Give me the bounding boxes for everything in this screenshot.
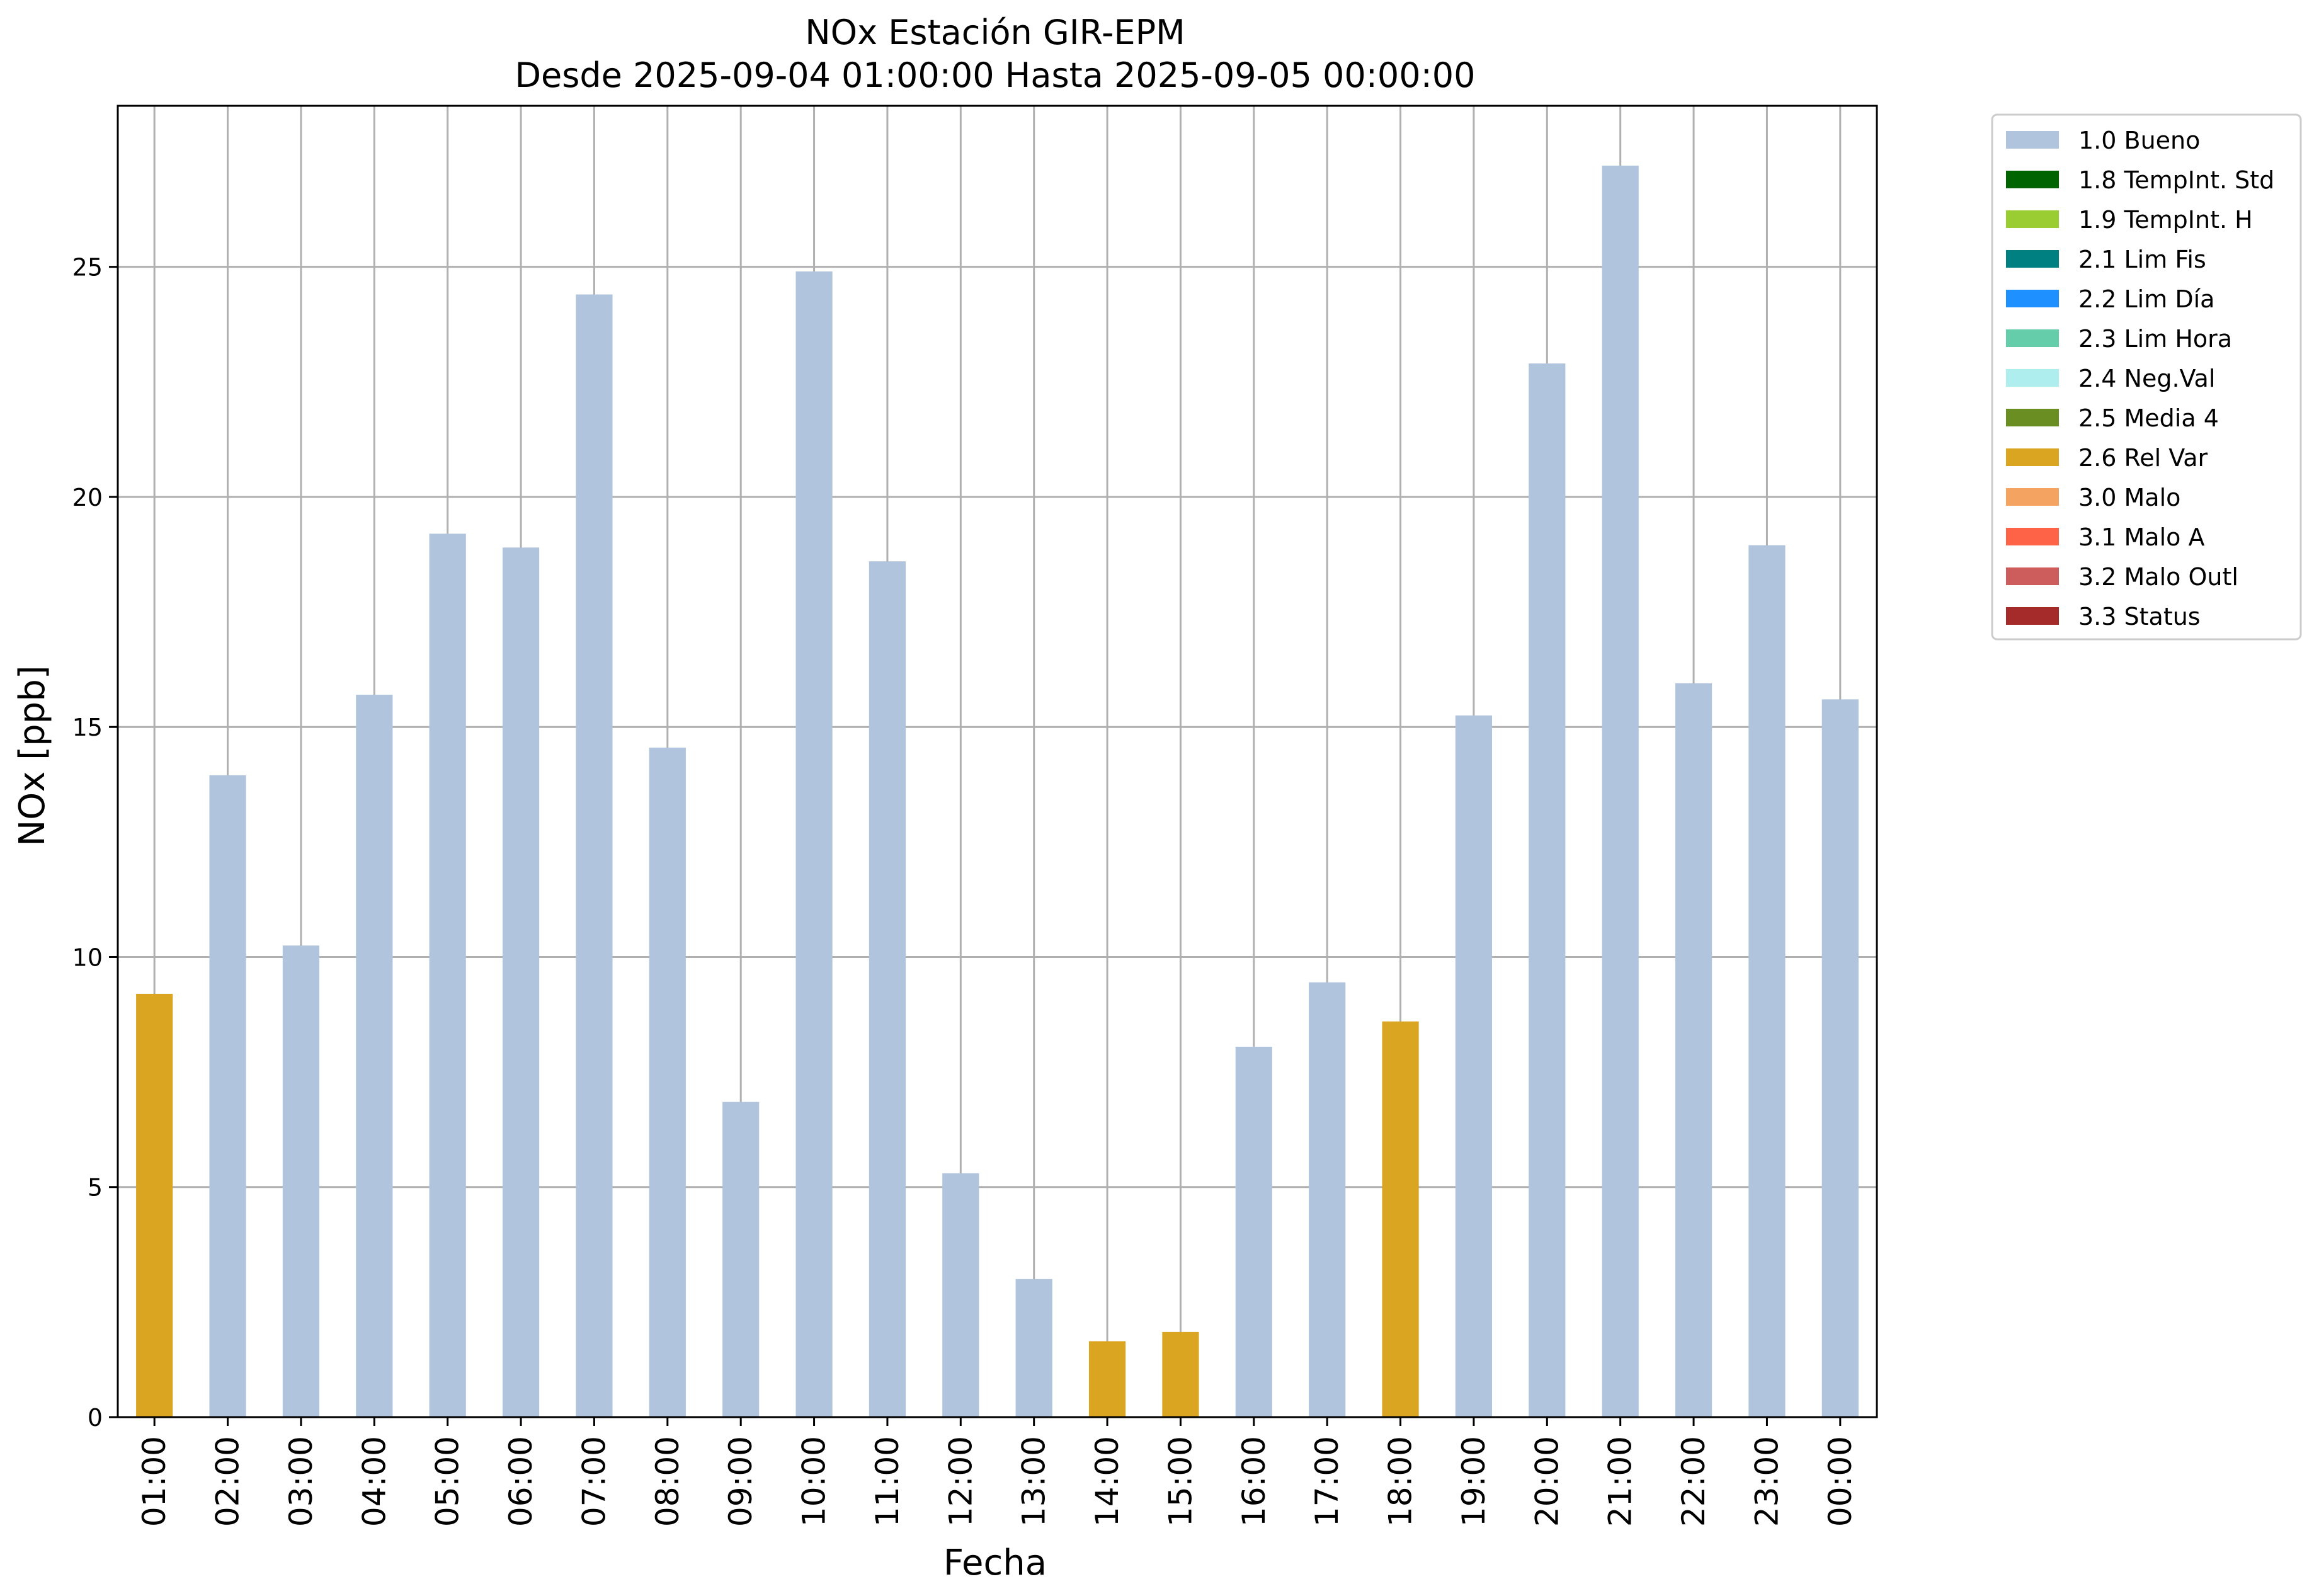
x-tick-label: 05:00 <box>430 1436 466 1527</box>
y-axis-label: NOx [ppb] <box>12 665 53 846</box>
x-tick-label: 22:00 <box>1675 1436 1712 1527</box>
bars <box>136 165 1859 1418</box>
x-tick-label: 13:00 <box>1016 1436 1052 1527</box>
legend-swatch <box>2006 567 2059 585</box>
bar-1800 <box>1382 1021 1419 1417</box>
x-tick-label: 23:00 <box>1748 1436 1785 1527</box>
bar-1600 <box>1235 1046 1272 1417</box>
x-tick-label: 17:00 <box>1309 1436 1345 1527</box>
bar-0800 <box>649 748 686 1417</box>
x-tick-label: 06:00 <box>503 1436 539 1527</box>
bar-0600 <box>502 547 540 1418</box>
legend-label: 2.3 Lim Hora <box>2078 325 2232 353</box>
x-tick-label: 12:00 <box>942 1436 979 1527</box>
y-tick-label: 10 <box>72 943 103 971</box>
bar-0000 <box>1821 699 1859 1417</box>
legend-label: 1.8 TempInt. Std <box>2078 166 2274 194</box>
legend-swatch <box>2006 528 2059 545</box>
x-tick-label: 16:00 <box>1236 1436 1272 1527</box>
x-tick-label: 18:00 <box>1382 1436 1419 1527</box>
legend-swatch <box>2006 131 2059 149</box>
x-tick-label: 01:00 <box>136 1436 173 1527</box>
x-tick-label: 00:00 <box>1822 1436 1859 1527</box>
y-tick-label: 25 <box>72 254 103 282</box>
bar-2200 <box>1675 683 1712 1417</box>
x-tick-label: 10:00 <box>796 1436 833 1527</box>
legend-label: 1.9 TempInt. H <box>2078 206 2253 234</box>
legend-swatch <box>2006 369 2059 387</box>
bar-1000 <box>795 271 833 1417</box>
bar-1200 <box>942 1173 979 1417</box>
y-tick-label: 20 <box>72 484 103 511</box>
y-tick-label: 0 <box>88 1404 103 1432</box>
legend-label: 2.5 Media 4 <box>2078 404 2219 432</box>
bar-0500 <box>429 533 466 1418</box>
bar-2300 <box>1748 545 1786 1418</box>
x-tick-label: 15:00 <box>1162 1436 1199 1527</box>
legend-label: 1.0 Bueno <box>2078 127 2200 154</box>
legend-swatch <box>2006 607 2059 625</box>
plot-frame <box>117 105 1878 1418</box>
x-tick-label: 02:00 <box>210 1436 246 1527</box>
legend: 1.0 Bueno 1.8 TempInt. Std 1.9 TempInt. H 2… <box>1991 113 2302 641</box>
legend-swatch <box>2006 290 2059 307</box>
legend-label: 3.2 Malo Outl <box>2078 563 2238 591</box>
bar-1900 <box>1455 715 1493 1417</box>
y-tick-label: 15 <box>72 714 103 741</box>
legend-label: 3.0 Malo <box>2078 484 2180 511</box>
bar-1100 <box>869 561 906 1417</box>
legend-label: 3.3 Status <box>2078 603 2201 630</box>
legend-label: 2.2 Lim Día <box>2078 285 2214 313</box>
bar-2100 <box>1602 165 1639 1418</box>
bar-2000 <box>1529 363 1566 1417</box>
legend-swatch <box>2006 250 2059 268</box>
legend-swatch <box>2006 409 2059 426</box>
x-tick-label: 04:00 <box>356 1436 392 1527</box>
x-tick-label: 08:00 <box>649 1436 686 1527</box>
legend-swatch <box>2006 488 2059 506</box>
bar-0400 <box>356 695 393 1417</box>
legend-label: 2.4 Neg.Val <box>2078 365 2215 392</box>
bar-1700 <box>1309 982 1346 1417</box>
bar-0300 <box>282 945 320 1417</box>
legend-swatch <box>2006 329 2059 347</box>
x-tick-label: 09:00 <box>722 1436 759 1527</box>
axes: 0 5 10 15 20 25 01:00 02:00 03:00 04:00 05:00 06:00… <box>72 254 1859 1527</box>
x-tick-label: 03:00 <box>283 1436 319 1527</box>
bar-0200 <box>209 775 246 1417</box>
x-tick-label: 11:00 <box>869 1436 906 1527</box>
legend-frame <box>1991 113 2302 641</box>
x-tick-label: 21:00 <box>1602 1436 1639 1527</box>
chart-title: NOx Estación GIR-EPM <box>805 13 1185 52</box>
x-tick-label: 20:00 <box>1529 1436 1565 1527</box>
bar-1400 <box>1088 1341 1126 1417</box>
legend-swatch <box>2006 171 2059 188</box>
chart-subtitle: Desde 2025-09-04 01:00:00 Hasta 2025-09-… <box>515 55 1475 95</box>
legend-label: 3.1 Malo A <box>2078 523 2204 551</box>
legend-label: 2.1 Lim Fis <box>2078 246 2206 273</box>
bar-0700 <box>576 294 613 1418</box>
bar-0100 <box>136 993 173 1417</box>
legend-swatch <box>2006 448 2059 466</box>
bar-1500 <box>1162 1331 1199 1417</box>
x-axis-label: Fecha <box>943 1542 1047 1583</box>
x-tick-label: 19:00 <box>1456 1436 1492 1527</box>
legend-swatch <box>2006 210 2059 228</box>
x-tick-label: 14:00 <box>1089 1436 1125 1527</box>
bar-0900 <box>722 1102 760 1417</box>
legend-label: 2.6 Rel Var <box>2078 444 2208 472</box>
y-tick-label: 5 <box>88 1174 103 1202</box>
bar-1300 <box>1015 1279 1052 1417</box>
x-tick-label: 07:00 <box>576 1436 612 1527</box>
